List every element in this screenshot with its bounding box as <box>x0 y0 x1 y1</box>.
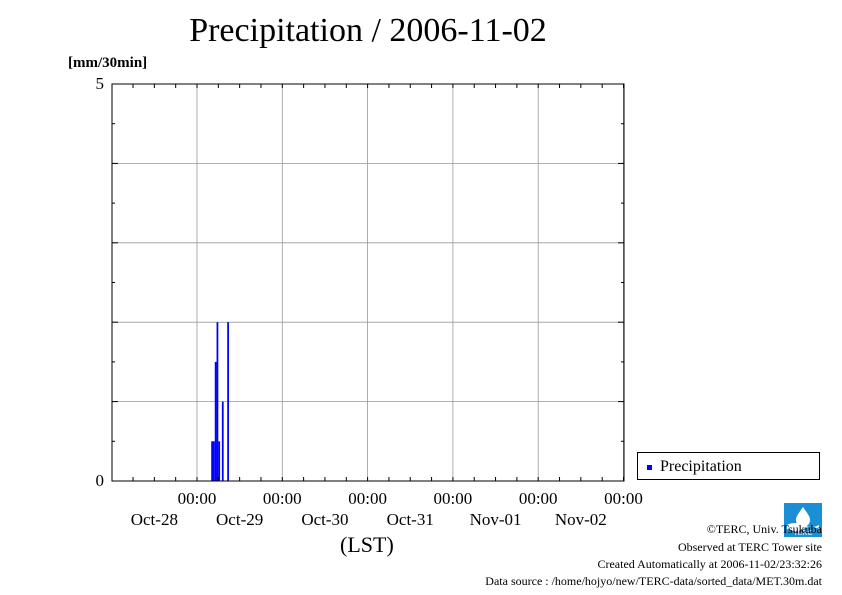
y-tick-label-min: 0 <box>95 471 105 490</box>
precipitation-bar <box>221 401 224 481</box>
precipitation-bar <box>211 441 213 481</box>
credit-created: Created Automatically at 2006-11-02/23:3… <box>597 557 822 571</box>
y-axis-unit-label: [mm/30min] <box>68 55 148 71</box>
credit-source: Data source : /home/hojyo/new/TERC-data/… <box>485 574 822 588</box>
credit-observed: Observed at TERC Tower site <box>677 540 822 554</box>
legend-label-precipitation: Precipitation <box>660 458 742 475</box>
x-axis-label: (LST) <box>340 532 394 557</box>
legend: Precipitation <box>637 452 820 480</box>
x-tick-date-label: Nov-01 <box>469 510 522 529</box>
x-tick-date-label: Oct-28 <box>130 510 178 529</box>
y-tick-label-max: 5 <box>95 74 105 93</box>
credit-copyright: ©TERC, Univ. Tsukuba <box>706 522 822 536</box>
x-tick-date-label: Nov-02 <box>554 510 607 529</box>
chart-title: Precipitation / 2006-11-02 <box>189 12 547 49</box>
precipitation-bar <box>214 361 217 481</box>
x-tick-date-label: Oct-31 <box>386 510 434 529</box>
logo-text: TERC <box>793 530 812 537</box>
x-tick-time-label: 00:00 <box>177 489 217 508</box>
precipitation-bar <box>218 441 221 481</box>
x-tick-date-label: Oct-30 <box>301 510 349 529</box>
x-tick-time-label: 00:00 <box>518 489 558 508</box>
x-tick-date-label: Oct-29 <box>216 510 264 529</box>
precipitation-bar <box>227 322 229 481</box>
x-tick-time-label: 00:00 <box>433 489 473 508</box>
x-tick-time-label: 00:00 <box>348 489 387 508</box>
legend-swatch-precipitation <box>647 465 652 470</box>
precipitation-bar <box>216 322 219 481</box>
x-tick-time-label: 00:00 <box>604 489 643 508</box>
terc-logo-icon: TERC <box>784 503 822 537</box>
x-tick-time-label: 00:00 <box>262 489 302 508</box>
precipitation-bar <box>212 441 215 481</box>
